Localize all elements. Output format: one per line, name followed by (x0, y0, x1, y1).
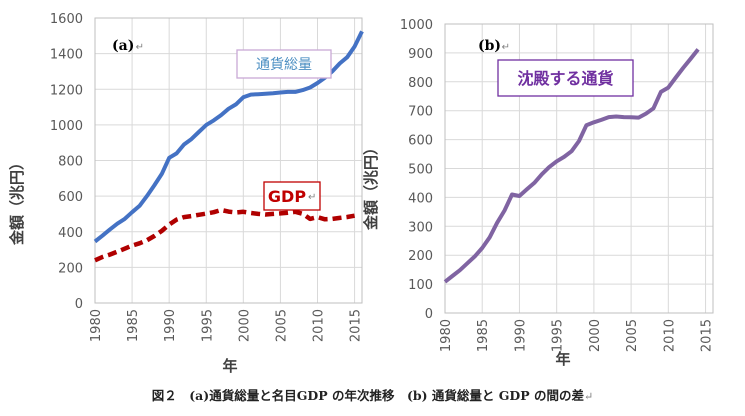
panel-a-y-tick-label: 1000 (50, 119, 83, 134)
panel-b-x-axis-title: 年 (555, 350, 570, 368)
panel-a-series-label: GDP (268, 187, 306, 206)
caption-paragraph-mark: ↵ (584, 390, 594, 403)
panel-b-y-tick-label: 0 (425, 307, 433, 322)
panel-a-y-tick-label: 1400 (50, 48, 83, 63)
panel-b-x-tick-label: 2000 (588, 319, 603, 352)
panel-a-series-label: 通貨総量 (256, 56, 312, 73)
panel-a-label-mark: ↵ (136, 42, 144, 53)
panel-a-x-tick-label: 1985 (126, 309, 141, 342)
panel-a-x-tick-label: 2005 (274, 309, 289, 342)
panel-b-y-tick-label: 100 (408, 278, 433, 293)
panel-a-plot-frame (94, 17, 363, 304)
panel-a-y-tick-label: 200 (58, 261, 83, 276)
panel-b-x-tick-label: 1980 (439, 319, 454, 352)
panel-a-x-axis-title: 年 (222, 357, 237, 375)
panel-b-y-tick-label: 300 (408, 220, 433, 235)
panel-b-plot-frame (444, 23, 714, 314)
panel-b-y-tick-label: 500 (408, 163, 433, 178)
panel-b-x-tick-label: 1995 (551, 319, 566, 352)
panel-a-y-tick-label: 400 (58, 226, 83, 241)
panel-b-x-tick-label: 2005 (625, 319, 640, 352)
panel-b-label: (b) (478, 38, 501, 54)
panel-a-x-tick-label: 1980 (89, 309, 104, 342)
figure-caption: 図２ (a)通貨総量と名目GDP の年次推移 (b) 通貨総量と GDP の間の… (0, 385, 745, 404)
panel-a-label: (a) (112, 38, 134, 54)
panel-a-x-tick-label: 2010 (312, 309, 327, 342)
panel-a-y-tick-label: 1600 (50, 12, 83, 27)
panel-a-y-tick-label: 600 (58, 190, 83, 205)
panel-b-x-tick-label: 2010 (662, 319, 677, 352)
panel-b-y-tick-label: 900 (408, 47, 433, 62)
panel-a-series-label-box (263, 181, 321, 211)
panel-a-y-tick-label: 0 (75, 297, 83, 312)
panel-b-y-tick-label: 1000 (400, 18, 433, 33)
panel-a-y-axis-title: 金額（兆円） (8, 155, 26, 246)
panel-a-series-line (93, 30, 364, 244)
panel-b-x-tick-label: 1985 (476, 319, 491, 352)
panel-b-y-axis-title: 金額（兆円） (362, 140, 380, 231)
panel-a-series-label-box (236, 49, 332, 79)
panel-a-x-tick-label: 1990 (163, 309, 178, 342)
panel-b-y-tick-label: 600 (408, 134, 433, 149)
panel-a-y-tick-label: 800 (58, 155, 83, 170)
panel-b-x-tick-label: 2015 (700, 319, 715, 352)
panel-a-x-tick-label: 1995 (200, 309, 215, 342)
panel-b-y-tick-label: 700 (408, 105, 433, 120)
panel-b-series-label: 沈殿する通貨 (517, 69, 613, 88)
panel-a-series-label-mark: ↵ (308, 192, 316, 203)
panel-b-y-tick-label: 800 (408, 76, 433, 91)
panel-a-x-tick-label: 2000 (237, 309, 252, 342)
panel-a-x-tick-label: 2015 (349, 309, 364, 342)
panel-b-y-tick-label: 400 (408, 191, 433, 206)
panel-b-series-line (443, 48, 700, 284)
panel-a-y-tick-label: 1200 (50, 83, 83, 98)
caption-text: 図２ (a)通貨総量と名目GDP の年次推移 (b) 通貨総量と GDP の間の… (151, 388, 584, 403)
panel-a-series-line (94, 207, 355, 263)
panel-b-label-mark: ↵ (502, 42, 510, 53)
panel-b-series-label-box (497, 59, 634, 97)
panel-b-y-tick-label: 200 (408, 249, 433, 264)
panel-b-x-tick-label: 1990 (513, 319, 528, 352)
